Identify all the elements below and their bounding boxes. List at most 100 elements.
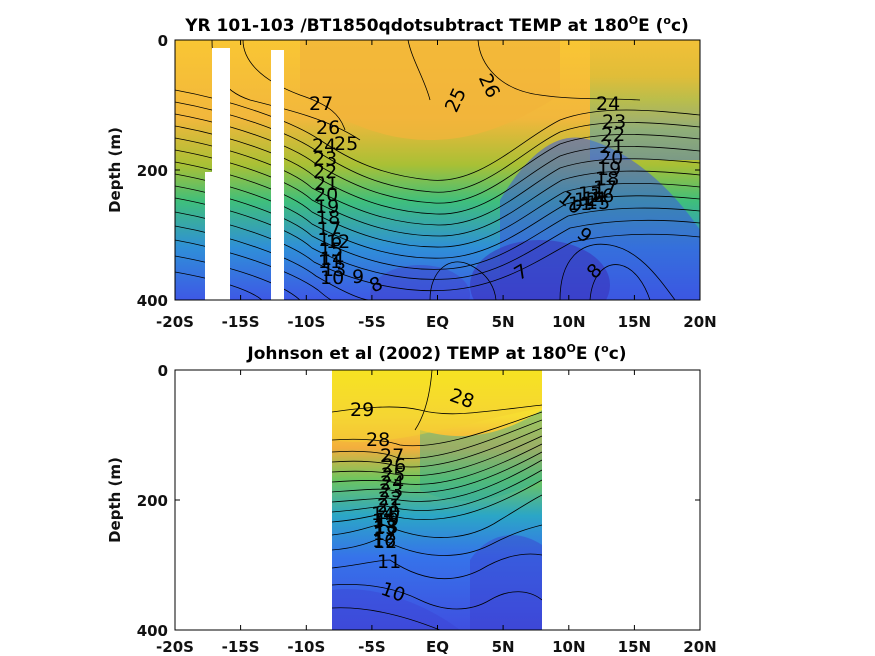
bottom-panel: Johnson et al (2002) TEMP at 180OE (oc) (106, 342, 717, 656)
top-clabel-17: 17 (317, 218, 341, 240)
top-missing-column-1 (205, 48, 230, 300)
top-clabel-24b: 24 (596, 93, 620, 115)
bottom-xtick-label: -10S (287, 638, 325, 656)
bottom-xtick-label: 5N (492, 638, 515, 656)
top-contour-labels: 27 26 25 24 23 22 21 20 19 18 17 16 15 1… (309, 70, 626, 297)
top-clabel-15b: 15 (586, 192, 610, 214)
top-xticks (174, 40, 701, 300)
top-xtick-label: -5S (358, 313, 385, 331)
bottom-clabel-22: 22 (378, 488, 402, 510)
top-cold-core (470, 240, 610, 300)
bottom-clabel-29: 29 (350, 399, 374, 421)
bottom-north-tilt (420, 410, 542, 501)
top-clabel-24: 24 (312, 135, 336, 157)
top-ytick-labels: 0 200 400 (137, 32, 168, 310)
top-clabel-18: 18 (316, 207, 340, 229)
bottom-xtick-label: 20N (683, 638, 716, 656)
bottom-clabel-19: 19 (375, 509, 399, 531)
top-clabel-25: 25 (334, 133, 358, 155)
bottom-xtick-label: 10N (552, 638, 585, 656)
bottom-xtick-label: -15S (222, 638, 260, 656)
top-clabel-9: 9 (352, 266, 364, 288)
top-xtick-label: -20S (156, 313, 194, 331)
top-clabel-12b: 12 (574, 189, 598, 211)
top-clabel-14: 14 (320, 248, 344, 270)
top-xtick-label: 15N (618, 313, 651, 331)
top-clabel-19b: 19 (597, 158, 621, 180)
bottom-clabel-23: 23 (379, 480, 403, 502)
top-xtick-label: EQ (426, 313, 449, 331)
bottom-clabel-28b: 28 (366, 429, 390, 451)
top-clabel-10: 10 (320, 267, 344, 289)
top-clabel-17b: 17 (593, 177, 617, 199)
top-clabel-20b: 20 (599, 147, 623, 169)
top-clabel-23b: 23 (602, 111, 626, 133)
top-panel: YR 101-103 /BT1850qdotsubtract TEMP at 1… (106, 14, 717, 331)
top-clabel-27: 27 (309, 93, 333, 115)
top-xtick-label: 10N (552, 313, 585, 331)
top-clabel-12: 12 (326, 231, 350, 253)
bottom-xtick-labels: -20S -15S -10S -5S EQ 5N 10N 15N 20N (156, 638, 717, 656)
top-clabel-18b: 18 (595, 168, 619, 190)
bottom-title: Johnson et al (2002) TEMP at 180OE (oc) (246, 342, 626, 364)
bottom-xtick-label: EQ (426, 638, 449, 656)
bottom-ytick-labels: 0 200 400 (137, 362, 168, 640)
bottom-ytick-label: 400 (137, 622, 168, 640)
bottom-clabel-20: 20 (376, 502, 400, 524)
top-clabel-13: 13 (322, 259, 346, 281)
top-xtick-labels: -20S -15S -10S -5S EQ 5N 10N 15N 20N (156, 313, 717, 331)
bottom-clabel-18: 18 (374, 516, 398, 538)
top-clabel-11: 11 (318, 251, 342, 273)
bottom-clabel-24: 24 (380, 472, 404, 494)
top-cold-core-south (370, 265, 470, 300)
bottom-clabel-26: 26 (382, 455, 406, 477)
top-clabel-20: 20 (314, 184, 338, 206)
top-clabel-23: 23 (313, 148, 337, 170)
bottom-clabel-25: 25 (381, 464, 405, 486)
top-xtick-label: 5N (492, 313, 515, 331)
top-clabel-13b: 13 (578, 183, 602, 205)
bottom-warm-tongue (332, 370, 542, 442)
top-clabel-21: 21 (314, 173, 338, 195)
top-ytick-label: 0 (158, 32, 168, 50)
top-ytick-label: 400 (137, 292, 168, 310)
bottom-clabel-15: 15 (372, 510, 396, 532)
top-xtick-label: -15S (222, 313, 260, 331)
bottom-ytick-label: 200 (137, 492, 168, 510)
bottom-clabel-21: 21 (377, 495, 401, 517)
bottom-xtick-label: -20S (156, 638, 194, 656)
bottom-xticks (174, 370, 701, 630)
top-right-tint (590, 40, 700, 160)
top-ytick-label: 200 (137, 162, 168, 180)
bottom-clabel-17: 17 (373, 523, 397, 545)
bottom-plot-area (332, 370, 542, 630)
bottom-xtick-label: 15N (618, 638, 651, 656)
bottom-xtick-label: -5S (358, 638, 385, 656)
bottom-clabel-12: 12 (373, 531, 397, 553)
top-clabel-26: 26 (316, 117, 340, 139)
top-clabel-16b: 16 (590, 185, 614, 207)
top-clabel-16: 16 (318, 229, 342, 251)
top-clabel-11b: 11 (568, 193, 592, 215)
top-plot-area (175, 40, 700, 300)
bottom-clabel-13: 13 (373, 517, 397, 539)
top-clabel-22b: 22 (601, 124, 625, 146)
bottom-south-cold (332, 589, 460, 630)
top-clabel-22: 22 (313, 161, 337, 183)
top-ylabel: Depth (m) (106, 127, 124, 213)
bottom-clabel-16: 16 (372, 530, 396, 552)
bottom-ylabel: Depth (m) (106, 457, 124, 543)
bottom-clabel-14: 14 (371, 503, 395, 525)
bottom-east-cold (470, 535, 542, 630)
top-title: YR 101-103 /BT1850qdotsubtract TEMP at 1… (184, 14, 689, 36)
top-clabel-19: 19 (315, 196, 339, 218)
top-clabel-14b: 14 (582, 188, 606, 210)
top-warm-tongue (300, 40, 560, 140)
top-missing-column-2 (271, 50, 284, 300)
top-xtick-label: -10S (287, 313, 325, 331)
bottom-clabel-11: 11 (377, 551, 401, 573)
top-clabel-15: 15 (319, 239, 343, 261)
bottom-contours (332, 370, 542, 630)
bottom-clabel-27: 27 (380, 445, 404, 467)
